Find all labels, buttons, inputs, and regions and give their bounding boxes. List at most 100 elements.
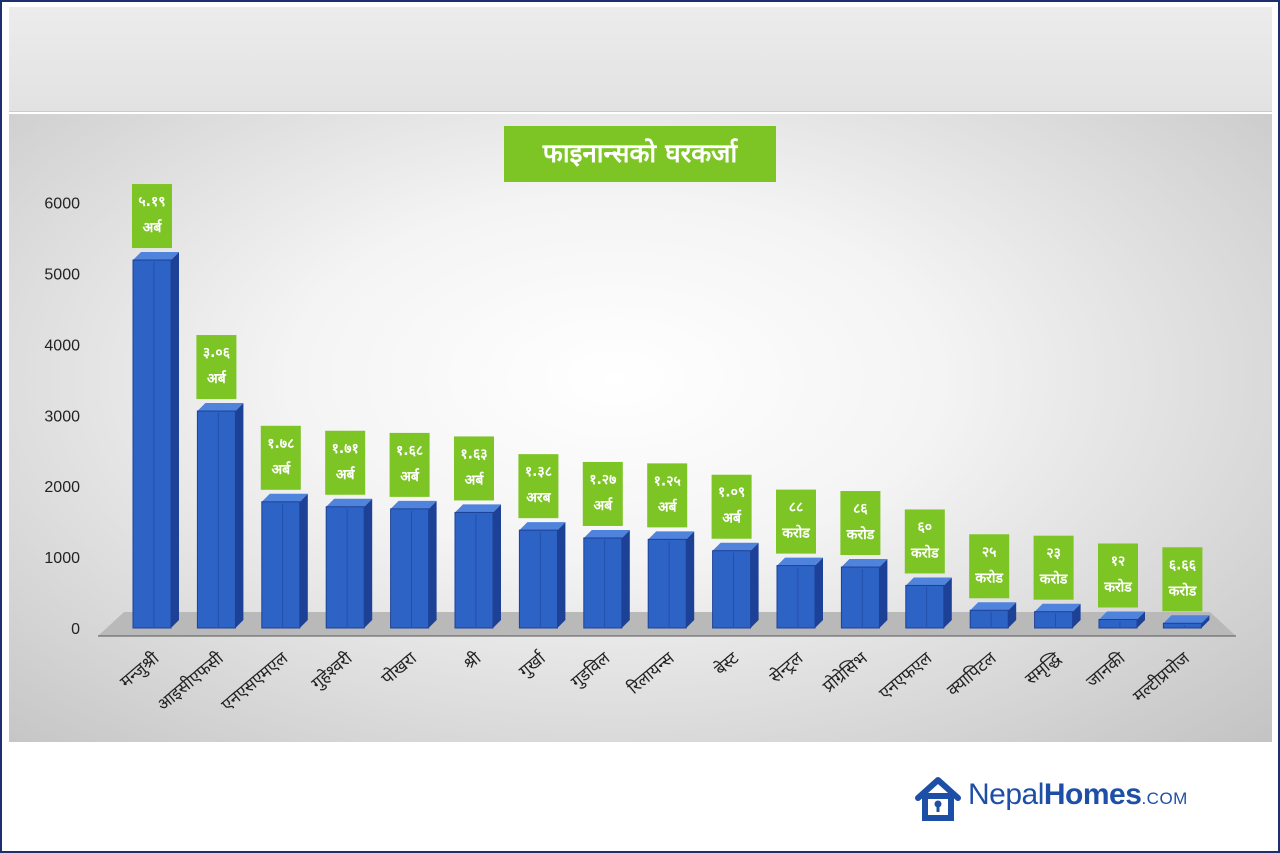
- data-label-box: [1033, 535, 1074, 600]
- x-tick-label: आइसीएफसी: [153, 647, 228, 715]
- data-label-value: १.६३: [460, 446, 487, 462]
- x-tick-label: गुडविल: [567, 647, 615, 692]
- bar: [196, 410, 236, 629]
- bar-side-face: [364, 498, 373, 628]
- bar-side-face: [750, 542, 759, 628]
- x-tick-label: समृद्धि: [1021, 647, 1065, 689]
- data-label-value: ८६: [853, 501, 868, 517]
- x-tick-label: गुर्खा: [515, 647, 551, 682]
- data-label-value: १.२७: [589, 472, 616, 488]
- bar-top-face: [261, 493, 308, 502]
- data-label-unit: अर्ब: [207, 370, 227, 387]
- bar-side-face: [1137, 611, 1145, 628]
- brand-name-part1: Nepal: [968, 778, 1044, 811]
- bar: [518, 529, 558, 629]
- x-tick-label: प्रोग्रेसिभ: [819, 647, 873, 697]
- bar-top-face: [455, 504, 501, 513]
- bar: [583, 537, 623, 629]
- data-label-unit: करोड: [781, 525, 810, 542]
- bar-top-face: [390, 500, 437, 509]
- bar-side-face: [943, 577, 952, 628]
- data-label-unit: अर्ब: [143, 219, 163, 236]
- bar-top-face: [583, 529, 630, 538]
- x-tick-label: गुहेश्वरी: [307, 647, 357, 693]
- bar-side-face: [235, 403, 244, 628]
- data-label-box: [325, 430, 366, 495]
- data-label-unit: अर्ब: [722, 510, 742, 527]
- bar: [454, 511, 494, 629]
- data-label-box: [518, 454, 559, 519]
- bar-top-face: [905, 577, 952, 586]
- y-tick-label: 2000: [44, 479, 80, 496]
- x-tick-label: मन्जुश्री: [116, 647, 164, 692]
- data-label-unit: करोड: [1103, 578, 1132, 595]
- bar: [1098, 618, 1138, 629]
- data-label-unit: करोड: [1039, 571, 1068, 588]
- chart-title: फाइनान्सको घरकर्जा: [504, 126, 776, 182]
- data-label-unit: अर्ब: [465, 471, 485, 488]
- data-label-box: [904, 509, 945, 574]
- brand-logo-text[interactable]: NepalHomes.COM: [968, 778, 1188, 812]
- data-label-box: [132, 184, 172, 249]
- data-label-value: १.६८: [396, 443, 423, 459]
- x-tick-label: जानकी: [1082, 647, 1130, 692]
- data-label-box: [454, 436, 494, 501]
- data-label-unit: करोड: [974, 569, 1003, 586]
- bar-side-face: [299, 493, 308, 628]
- bar-top-face: [133, 252, 179, 261]
- brand-name-part2: Homes: [1043, 778, 1142, 811]
- bar-side-face: [1072, 603, 1081, 628]
- data-label-box: [969, 534, 1010, 599]
- bar: [1162, 622, 1202, 629]
- bar: [969, 609, 1009, 629]
- data-label-box: [776, 489, 816, 554]
- bar: [132, 259, 172, 629]
- data-label-value: १२: [1111, 553, 1126, 569]
- data-label-box: [840, 491, 881, 556]
- data-label-unit: करोड: [1168, 582, 1197, 599]
- x-tick-label: एनएफएल: [875, 648, 936, 704]
- bar-top-face: [712, 542, 759, 551]
- bar-top-face: [970, 602, 1017, 611]
- data-label-value: ६.६६: [1169, 557, 1197, 573]
- bar-top-face: [1099, 611, 1145, 620]
- bar-side-face: [428, 500, 437, 628]
- bar-side-face: [686, 531, 695, 628]
- bar-top-face: [648, 531, 695, 540]
- bar-side-face: [879, 559, 888, 628]
- bar: [647, 538, 687, 629]
- bar: [325, 506, 365, 629]
- bar-top-face: [326, 498, 373, 507]
- bar: [905, 584, 945, 629]
- bar-side-face: [621, 529, 630, 628]
- x-tick-label: एनएसएमएल: [218, 648, 293, 715]
- data-label-value: ३.०६: [203, 345, 231, 361]
- bar-top-face: [841, 559, 888, 568]
- data-label-box: [711, 474, 752, 539]
- data-label-value: १.०९: [718, 485, 745, 501]
- bar-top-face: [197, 403, 244, 412]
- x-tick-label: रिलायन्स: [623, 647, 678, 698]
- bar: [840, 566, 880, 629]
- y-tick-label: 4000: [44, 337, 80, 354]
- data-label-unit: अर्ब: [336, 466, 356, 483]
- data-label-unit: अर्ब: [400, 468, 420, 485]
- data-label-unit: अर्ब: [658, 498, 678, 515]
- y-tick-label: 0: [71, 621, 80, 638]
- house-logo-icon: [915, 777, 961, 821]
- bar: [390, 508, 430, 629]
- bar: [776, 565, 816, 629]
- data-label-box: [196, 335, 237, 400]
- data-label-value: १.३८: [525, 464, 552, 480]
- data-label-box: [1098, 543, 1138, 608]
- data-label-box: [1162, 547, 1203, 612]
- bar-side-face: [815, 557, 823, 628]
- data-label-box: [582, 461, 623, 526]
- data-label-box: [647, 463, 688, 528]
- data-label-unit: करोड: [910, 544, 939, 561]
- y-tick-label: 1000: [44, 550, 80, 567]
- bar-top-face: [1034, 603, 1081, 612]
- bar-side-face: [1008, 602, 1017, 628]
- x-tick-label: मल्टीप्रपोज: [1129, 648, 1194, 707]
